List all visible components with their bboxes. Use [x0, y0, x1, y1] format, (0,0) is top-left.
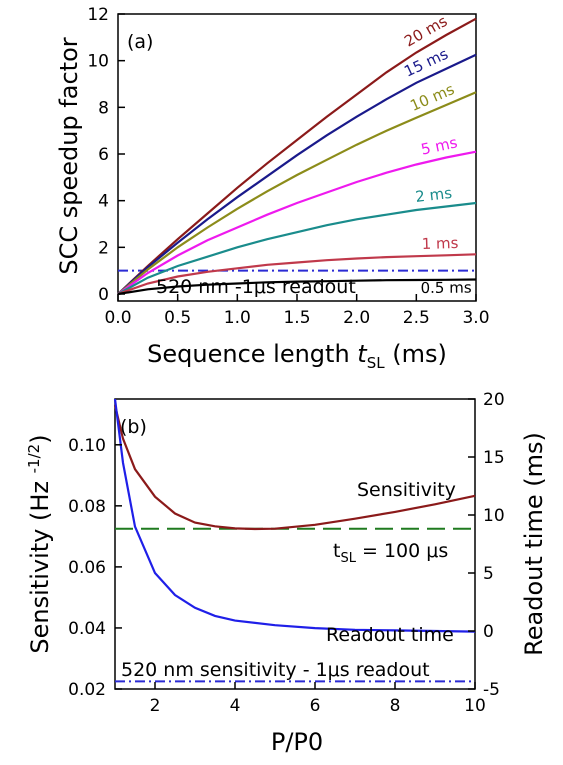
panel-a-annotation: 520 nm -1μs readout: [156, 276, 356, 298]
right-y-tick-label: 10: [483, 506, 505, 526]
tsl-label: tSL = 100 μs: [333, 540, 448, 566]
readout-time-label: Readout time: [326, 624, 454, 646]
bottom-label: 520 nm sensitivity - 1μs readout: [121, 659, 430, 681]
y-tick-label: 0: [98, 285, 109, 305]
x-tick-label: 2.5: [403, 308, 430, 328]
x-tick-label: 10: [464, 696, 486, 716]
x-tick-label: 0.0: [104, 308, 131, 328]
panel-b-x-ticks: 2 4 6 8 10: [150, 682, 486, 716]
curve-label-0-5-ms: 0.5 ms: [421, 279, 472, 297]
series-line-1-ms: [117, 253, 477, 296]
panel-a-x-axis-label: Sequence length tSL (ms): [147, 340, 447, 372]
panel-b-tag: (b): [120, 416, 147, 438]
curve-label-10-ms: 10 ms: [407, 80, 457, 115]
curve-label-5-ms: 5 ms: [419, 133, 459, 158]
series-line-15-ms: [117, 53, 477, 295]
right-y-tick-label: -5: [483, 680, 500, 700]
series-line-2-ms: [117, 201, 477, 295]
panel-b-plot-frame: [114, 398, 476, 690]
x-tick-label: 6: [310, 696, 321, 716]
panel-a-y-axis-label: SCC speedup factor: [55, 37, 83, 274]
series-line-10-ms: [117, 91, 477, 295]
y-tick-label: 12: [87, 5, 109, 25]
right-y-tick-label: 5: [483, 564, 494, 584]
panel-b-reference-lines: [115, 527, 475, 683]
x-tick-label: 1.0: [224, 308, 251, 328]
series-line-sensitivity: [113, 404, 476, 531]
panel-a-y-ticks: 0 2 4 6 8 10 12: [87, 5, 125, 305]
right-y-tick-label: 15: [483, 448, 505, 468]
x-tick-label: 1.5: [283, 308, 310, 328]
x-tick-label: 8: [390, 696, 401, 716]
right-y-tick-label: 0: [483, 622, 494, 642]
panel-b-curves: [113, 398, 476, 633]
x-tick-label: 0.5: [164, 308, 191, 328]
panel-a-curves: [117, 17, 477, 296]
left-y-tick-label: 0.10: [68, 436, 106, 456]
y-tick-label: 10: [87, 52, 109, 72]
y-tick-label: 8: [98, 98, 109, 118]
x-tick-label: 2: [150, 696, 161, 716]
y-tick-label: 6: [98, 145, 109, 165]
curve-label-1-ms: 1 ms: [421, 234, 458, 253]
panel-b: 2 4 6 8 10 0.02 0.04 0.06 0.08 0.10 -5 0 5 10 15 20 (…: [25, 390, 548, 756]
left-y-tick-label: 0.02: [68, 680, 106, 700]
panel-a-tag: (a): [127, 31, 153, 53]
series-line-20-ms: [117, 17, 477, 295]
y-tick-label: 2: [98, 238, 109, 258]
panel-a-x-ticks: 0.0 0.5 1.0 1.5 2.0 2.5 3.0: [104, 294, 490, 328]
curve-label-2-ms: 2 ms: [414, 184, 453, 206]
left-y-tick-label: 0.08: [68, 497, 106, 517]
panel-b-right-y-ticks: -5 0 5 10 15 20: [468, 390, 505, 700]
left-y-tick-label: 0.04: [68, 619, 106, 639]
left-y-tick-label: 0.06: [68, 558, 106, 578]
panel-b-x-axis-label: P/P0: [271, 728, 323, 756]
x-tick-label: 3.0: [462, 308, 489, 328]
sensitivity-label: Sensitivity: [357, 479, 456, 501]
panel-b-left-y-axis-label: Sensitivity (Hz -1/2): [25, 434, 54, 653]
y-tick-label: 4: [98, 192, 109, 212]
series-line-readout-time: [113, 398, 476, 633]
x-tick-label: 2.0: [343, 308, 370, 328]
right-y-tick-label: 20: [483, 390, 505, 410]
x-tick-label: 4: [230, 696, 241, 716]
panel-b-left-y-ticks: 0.02 0.04 0.06 0.08 0.10: [68, 436, 122, 700]
series-line-5-ms: [117, 150, 477, 295]
panel-b-right-y-axis-label: Readout time (ms): [520, 432, 548, 656]
series-line-0-5-ms: [117, 278, 477, 296]
